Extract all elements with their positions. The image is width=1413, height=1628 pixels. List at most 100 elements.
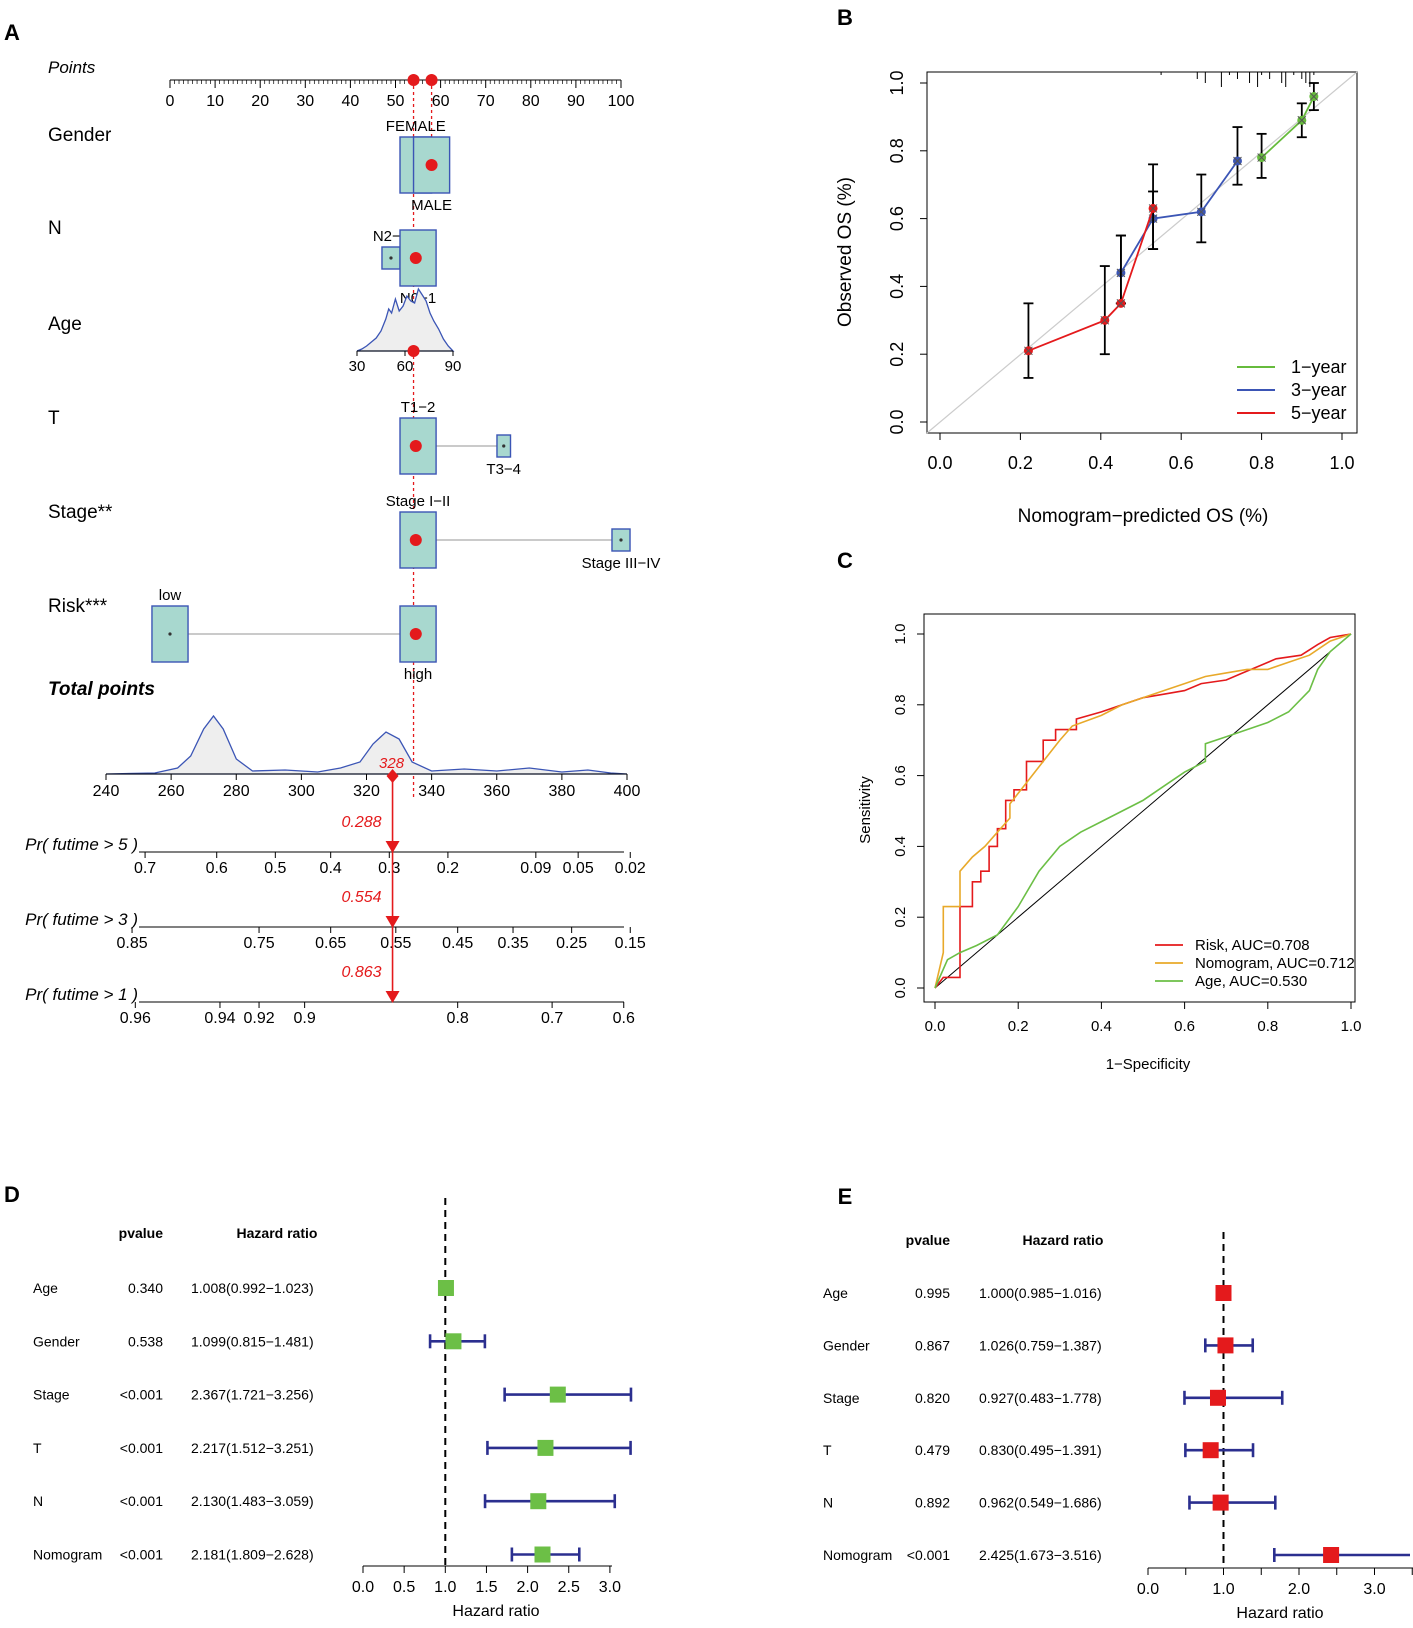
forest-d-row-hr-text: 2.367(1.721−3.256) [191, 1387, 314, 1403]
forest-d-row-pvalue: 0.538 [128, 1333, 163, 1349]
total-points-tick-label: 400 [614, 783, 641, 800]
forest-d-row-hr-text: 2.130(1.483−3.059) [191, 1493, 314, 1509]
forest-e-row-pvalue: <0.001 [907, 1547, 950, 1563]
forest-e-x-tick-label: 2.0 [1288, 1581, 1310, 1598]
gender-level-label: MALE [411, 197, 452, 214]
calibration-ideal-line [926, 71, 1358, 434]
forest-e-row-name: Gender [823, 1337, 870, 1353]
stage-level-label: Stage III−IV [582, 555, 661, 572]
risk-selected-dot [409, 628, 422, 640]
three-year-point-cross [1233, 156, 1242, 166]
probability-tick-label: 0.92 [243, 1010, 274, 1027]
probability-tick-label: 0.09 [520, 860, 551, 877]
probability-tick-label: 0.05 [563, 860, 594, 877]
probability-tick-label: 0.6 [613, 1010, 635, 1027]
forest-d-x-tick-label: 0.5 [393, 1579, 415, 1596]
forest-d-row-pvalue: <0.001 [120, 1387, 163, 1403]
risk-label: Risk*** [48, 596, 108, 617]
total-points-tick-label: 240 [93, 783, 120, 800]
forest-e-hr-square [1209, 1389, 1226, 1406]
calibration-x-tick-label: 0.0 [927, 453, 952, 473]
forest-d-header-hazard-ratio: Hazard ratio [237, 1225, 318, 1241]
points-axis-tick-label: 0 [166, 93, 175, 110]
gender-label: Gender [48, 125, 112, 146]
total-points-value-diamond [386, 769, 399, 783]
probability-tick-label: 0.55 [380, 935, 411, 952]
forest-d-row-pvalue: <0.001 [120, 1547, 163, 1563]
gender-level-label: FEMALE [386, 118, 446, 135]
total-points-tick-label: 320 [353, 783, 380, 800]
forest-e-header-pvalue: pvalue [906, 1232, 951, 1248]
points-axis-label: Points [48, 58, 96, 77]
forest-e-row-hr-text: 1.026(0.759−1.387) [979, 1337, 1102, 1353]
probability-arrow-head [385, 991, 400, 1003]
one-year-calibration-line [1260, 96, 1315, 159]
points-axis-tick-label: 50 [387, 93, 405, 110]
forest-e-hr-square [1215, 1285, 1232, 1301]
roc-x-tick-label: 0.4 [1091, 1018, 1112, 1035]
five-year-point-cross [1100, 315, 1110, 325]
probability-tick-label: 0.94 [204, 1010, 235, 1027]
probability-tick-label: 0.9 [294, 1010, 316, 1027]
forest-d-hr-square [537, 1439, 554, 1456]
one-year-point-cross [1297, 115, 1307, 125]
stage-selected-dot [409, 534, 422, 546]
forest-e-x-tick-label: 1.0 [1212, 1581, 1234, 1598]
age-roc-curve [934, 633, 1352, 989]
points-axis-tick-label: 90 [567, 93, 585, 110]
forest-d-row-hr-text: 1.008(0.992−1.023) [191, 1280, 314, 1296]
forest-d-hr-square [549, 1386, 566, 1403]
roc-y-tick-label: 0.8 [892, 694, 909, 715]
roc-x-axis-label: 1−Specificity [1106, 1056, 1191, 1073]
probability-tick-label: 0.85 [116, 935, 147, 952]
three-year-point-cross [1196, 207, 1206, 217]
five-year-point-cross [1148, 204, 1158, 213]
points-axis-tick-label: 60 [432, 93, 450, 110]
forest-d-x-tick-label: 3.0 [599, 1579, 621, 1596]
points-axis-tick-label: 100 [608, 93, 635, 110]
calibration-x-tick-label: 0.2 [1008, 453, 1033, 473]
total-points-tick-label: 340 [418, 783, 445, 800]
points-axis-tick-label: 30 [296, 93, 314, 110]
roc-x-tick-label: 0.6 [1174, 1018, 1195, 1035]
probability-tick-label: 0.4 [320, 860, 342, 877]
forest-d-header-pvalue: pvalue [119, 1225, 164, 1241]
forest-e-row-name: N [823, 1495, 833, 1511]
age-selected-dot [407, 345, 420, 357]
total-points-tick-label: 300 [288, 783, 315, 800]
panel-label-a: A [4, 20, 20, 45]
forest-e-hr-square [1202, 1442, 1219, 1459]
roc-y-tick-label: 1.0 [892, 624, 909, 645]
probability-tick-label: 0.6 [206, 860, 228, 877]
risk-level-label: high [404, 666, 432, 683]
n-selected-dot [409, 252, 422, 264]
t-level-point [502, 444, 506, 448]
one-year-point-cross [1257, 153, 1266, 162]
nomogram-roc-curve [934, 633, 1352, 989]
forest-d-x-tick-label: 0.0 [352, 1579, 374, 1596]
roc-x-tick-label: 0.2 [1008, 1018, 1029, 1035]
probability-label: Pr( futime > 5 ) [25, 835, 138, 854]
roc-plot-frame [923, 613, 1356, 1003]
total-points-value-label: 328 [379, 755, 405, 772]
forest-e-row-name: T [823, 1442, 832, 1458]
probability-tick-label: 0.65 [315, 935, 346, 952]
forest-d-x-tick-label: 1.5 [475, 1579, 497, 1596]
forest-d-row-name: T [33, 1440, 42, 1456]
calibration-legend-label: 3−year [1291, 380, 1347, 400]
t-level-label: T3−4 [486, 461, 521, 478]
roc-y-tick-label: 0.0 [892, 978, 909, 999]
probability-tick-label: 0.5 [264, 860, 286, 877]
roc-y-tick-label: 0.4 [892, 836, 909, 857]
forest-e-x-axis-label: Hazard ratio [1236, 1605, 1323, 1622]
roc-x-tick-label: 1.0 [1341, 1018, 1362, 1035]
calibration-y-axis-label: Observed OS (%) [835, 177, 856, 327]
forest-d-row-name: Age [33, 1280, 58, 1296]
forest-e-row-pvalue: 0.479 [915, 1442, 950, 1458]
stage-level-label: Stage I−II [386, 493, 451, 510]
calibration-y-tick-label: 0.2 [887, 342, 907, 367]
points-axis-tick-label: 10 [206, 93, 224, 110]
forest-e-x-tick-label: 3.0 [1363, 1581, 1385, 1598]
points-axis-tick-label: 20 [251, 93, 269, 110]
